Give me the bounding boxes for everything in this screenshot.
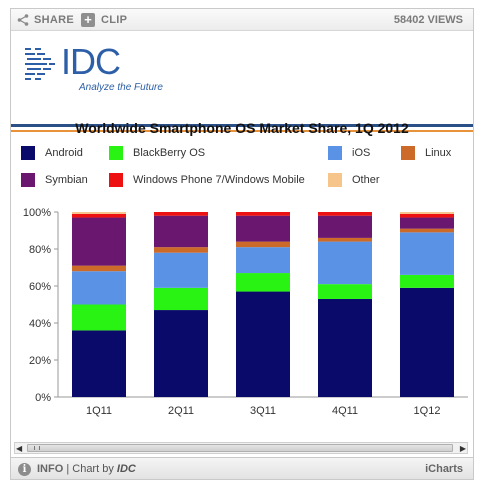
bar-segment-symbian-2q11 [154,215,208,248]
bar-segment-windows-phone-7-windows-mobile-3q11 [236,212,290,216]
bar-segment-blackberry-os-4q11 [318,284,372,299]
bar-segment-windows-phone-7-windows-mobile-4q11 [318,212,372,216]
clip-button[interactable]: + CLIP [81,13,127,27]
bar-segment-symbian-4q11 [318,215,372,238]
y-tick-label: 60% [29,281,51,293]
views-count: 58402 VIEWS [393,14,463,26]
legend-item-android[interactable]: Android [21,146,83,160]
horizontal-scrollbar[interactable]: ◀ ▶ [14,442,468,454]
x-tick-label: 1Q12 [414,405,441,417]
bar-segment-android-1q12 [400,287,454,397]
share-icon [17,14,29,26]
bar-segment-linux-2q11 [154,247,208,253]
info-link[interactable]: INFO [37,463,64,475]
clip-label: CLIP [101,14,128,26]
bar-segment-blackberry-os-2q11 [154,287,208,311]
y-tick-label: 80% [29,244,51,256]
bar-segment-ios-1q12 [400,232,454,275]
bar-segment-android-3q11 [236,291,290,397]
y-tick-label: 20% [29,355,51,367]
legend-label-blackberry: BlackBerry OS [133,147,206,159]
bar-segment-symbian-3q11 [236,215,290,242]
icharts-brand-link[interactable]: iCharts [425,463,463,475]
legend-label-symbian: Symbian [45,174,88,186]
x-tick-label: 4Q11 [332,405,358,417]
y-tick-label: 40% [29,318,51,330]
bar-segment-ios-2q11 [154,252,208,288]
bar-segment-blackberry-os-3q11 [236,273,290,292]
bar-segment-android-2q11 [154,310,208,397]
scroll-left-arrow-icon[interactable]: ◀ [16,444,23,453]
bar-segment-blackberry-os-1q12 [400,274,454,288]
header-accent-rule [11,130,473,132]
legend-label-other: Other [352,174,380,186]
scrollbar-thumb[interactable] [27,444,453,452]
y-tick-label: 100% [23,207,51,219]
toolbar: SHARE + CLIP 58402 VIEWS [11,9,473,31]
legend-item-other[interactable]: Other [328,173,380,187]
legend-label-android: Android [45,147,83,159]
bar-segment-linux-3q11 [236,241,290,248]
bar-segment-windows-phone-7-windows-mobile-1q12 [400,213,454,218]
chart-by-brand: IDC [116,463,136,475]
x-tick-label: 1Q11 [86,405,112,417]
chart-by-text: | Chart by [66,463,114,475]
legend-swatch-linux [401,146,415,160]
scrollbar-grip-icon [34,446,40,450]
bar-segment-android-4q11 [318,298,372,397]
idc-logo-icon [25,48,55,80]
legend-swatch-ios [328,146,342,160]
legend-label-ios: iOS [352,147,371,159]
x-tick-label: 2Q11 [168,405,194,417]
bar-segment-linux-4q11 [318,237,372,242]
bar-segment-ios-1q11 [72,271,126,305]
share-label: SHARE [34,14,75,26]
bar-segment-linux-1q12 [400,228,454,233]
bar-segment-ios-4q11 [318,241,372,285]
legend-swatch-android [21,146,35,160]
bar-segment-symbian-1q11 [72,217,126,266]
share-button[interactable]: SHARE [17,14,74,26]
y-tick-label: 0% [35,392,51,404]
legend-swatch-blackberry [109,146,123,160]
legend-swatch-windows [109,173,123,187]
bar-segment-android-1q11 [72,330,126,397]
legend-label-windows: Windows Phone 7/Windows Mobile [133,174,305,186]
legend-item-ios[interactable]: iOS [328,146,370,160]
stacked-bar-chart: 0% 20% 40% 60% 80% 100% 1Q11 2Q11 3Q11 4Q11 1Q12 [23,207,468,417]
legend-label-linux: Linux [425,147,452,159]
bar-segment-other-1q12 [400,212,454,214]
idc-logo: IDC Analyze the Future [11,32,473,132]
bar-segment-symbian-1q12 [400,217,454,229]
footer-bar: i INFO | Chart by IDC iCharts [10,457,474,480]
chart-title: Worldwide Smartphone OS Market Share, 1Q… [75,120,409,136]
legend-item-blackberry[interactable]: BlackBerry OS [109,146,205,160]
bar-segment-other-1q11 [72,212,126,214]
bar-segment-ios-3q11 [236,247,290,274]
bar-segment-windows-phone-7-windows-mobile-2q11 [154,212,208,216]
bar-segment-blackberry-os-1q11 [72,304,126,331]
legend-item-symbian[interactable]: Symbian [21,173,88,187]
logo-tagline: Analyze the Future [79,82,163,93]
info-icon[interactable]: i [18,463,31,476]
logo-name: IDC [61,41,121,82]
legend-item-windows[interactable]: Windows Phone 7/Windows Mobile [109,173,305,187]
x-tick-label: 3Q11 [250,405,276,417]
plus-icon: + [81,13,95,27]
scroll-right-arrow-icon[interactable]: ▶ [459,444,466,453]
legend-swatch-other [328,173,342,187]
legend-item-linux[interactable]: Linux [401,146,451,160]
footer-info: INFO | Chart by IDC [37,463,136,475]
bar-segment-linux-1q11 [72,265,126,272]
legend-swatch-symbian [21,173,35,187]
bar-segment-windows-phone-7-windows-mobile-1q11 [72,213,126,218]
header-rule [11,124,473,127]
